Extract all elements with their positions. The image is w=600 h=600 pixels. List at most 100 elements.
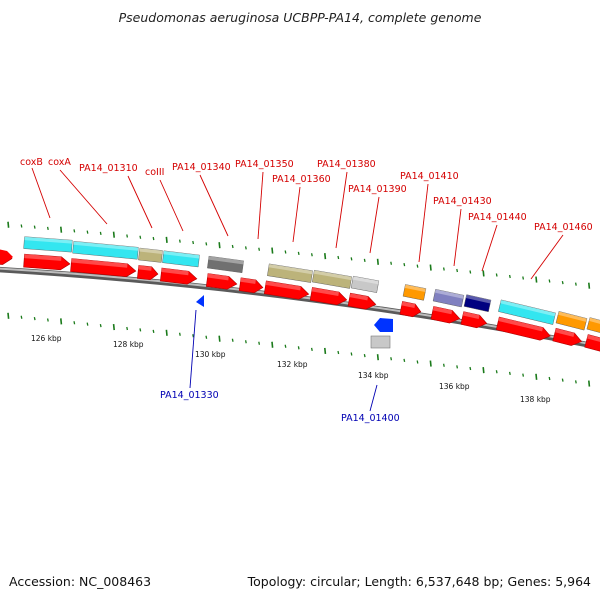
reverse-gene-arrow xyxy=(374,318,393,332)
outer-tick xyxy=(112,323,115,331)
reverse-gene-arrow xyxy=(196,295,204,307)
genome-title: Pseudomonas aeruginosa UCBPP-PA14, compl… xyxy=(118,10,482,25)
outer-tick xyxy=(46,318,49,322)
inner-tick xyxy=(350,257,353,261)
inner-tick xyxy=(522,276,525,280)
outer-tick xyxy=(574,380,577,384)
inner-tick xyxy=(60,226,63,233)
inner-tick xyxy=(192,240,195,245)
label-leader-line xyxy=(257,171,264,240)
forward-gene-arrow xyxy=(263,280,310,300)
outer-tick xyxy=(429,360,432,367)
outer-tick xyxy=(271,341,274,348)
outer-tick xyxy=(376,354,379,361)
outer-tick xyxy=(416,360,419,364)
inner-tick xyxy=(324,253,327,260)
navy-feature-bar xyxy=(463,294,492,313)
genome-summary-text: Topology: circular; Length: 6,537,648 bp… xyxy=(247,574,591,589)
label-leader-line xyxy=(59,169,108,225)
gene-features xyxy=(0,236,600,352)
scale-label: 134 kbp xyxy=(358,371,389,380)
gene-label: PA14_01330 xyxy=(160,390,219,401)
outer-tick xyxy=(548,376,551,381)
outer-tick xyxy=(284,344,287,348)
orange-feature-bar xyxy=(586,317,600,336)
outer-tick xyxy=(535,373,538,380)
inner-tick xyxy=(495,273,498,277)
inner-tick xyxy=(508,274,511,279)
outer-tick xyxy=(482,367,485,374)
outer-tick xyxy=(165,329,168,336)
label-leader-line xyxy=(127,175,153,229)
forward-gene-arrow xyxy=(495,316,551,341)
outer-tick xyxy=(60,318,63,325)
inner-tick xyxy=(363,258,366,262)
gene-label: PA14_01430 xyxy=(433,196,492,207)
inner-tick xyxy=(112,231,115,238)
outer-tick xyxy=(561,378,564,382)
cyan-feature-bar xyxy=(162,250,200,268)
outer-tick xyxy=(231,338,234,342)
inner-tick xyxy=(258,247,261,251)
gene-label: coxA xyxy=(48,157,71,168)
inner-tick xyxy=(482,270,485,277)
outer-tick xyxy=(99,323,102,328)
gene-label: coIII xyxy=(145,167,164,178)
forward-gene-arrow xyxy=(347,292,377,310)
outer-tick xyxy=(495,370,498,374)
outer-tick xyxy=(310,347,313,351)
outer-tick xyxy=(363,353,366,358)
inner-tick xyxy=(99,231,102,236)
inner-tick xyxy=(73,229,76,233)
inner-tick xyxy=(271,247,274,254)
inner-tick xyxy=(403,263,406,267)
scale-label: 132 kbp xyxy=(277,360,308,369)
scale-label: 138 kbp xyxy=(520,395,551,404)
outer-tick xyxy=(337,350,340,355)
gene-label: PA14_01410 xyxy=(400,171,459,182)
label-leader-line xyxy=(369,384,378,412)
outer-tick xyxy=(350,352,353,356)
cyan-feature-bar xyxy=(498,299,556,325)
outer-tick xyxy=(588,380,591,387)
gene-label: PA14_01400 xyxy=(341,413,400,424)
label-leader-line xyxy=(453,208,462,267)
label-leader-line xyxy=(481,224,498,272)
outer-tick xyxy=(469,366,472,371)
inner-tick xyxy=(152,236,155,241)
outer-tick xyxy=(456,365,459,369)
cyan-feature-bar xyxy=(72,240,139,260)
inner-tick xyxy=(46,226,49,231)
inner-tick xyxy=(297,251,300,255)
inner-tick xyxy=(20,224,23,228)
forward-gene-arrow xyxy=(238,277,264,294)
inner-tick xyxy=(178,239,181,243)
inner-tick xyxy=(126,234,129,238)
label-leader-line xyxy=(530,234,564,280)
forward-gene-arrow xyxy=(430,306,461,324)
outer-tick xyxy=(33,316,36,321)
outer-tick xyxy=(297,346,300,350)
label-leader-line xyxy=(335,171,348,249)
scale-label: 128 kbp xyxy=(113,340,144,349)
outer-tick xyxy=(508,371,511,376)
khaki-feature-bar xyxy=(138,247,163,263)
scale-label: 126 kbp xyxy=(31,334,62,343)
inner-tick xyxy=(535,276,538,283)
forward-gene-arrow xyxy=(137,265,159,281)
orange-feature-bar xyxy=(402,284,427,301)
inner-tick xyxy=(337,255,340,260)
cyan-feature-bar xyxy=(23,236,73,253)
outer-tick xyxy=(192,334,195,338)
inner-tick xyxy=(165,236,168,243)
inner-tick xyxy=(548,279,551,283)
gray-feature-bar xyxy=(207,255,244,273)
gene-label: coxB xyxy=(20,157,43,168)
orange-feature-bar xyxy=(555,311,588,331)
inner-tick xyxy=(561,280,564,285)
gene-label: PA14_01390 xyxy=(348,184,407,195)
forward-gene-arrow xyxy=(70,258,137,277)
inner-tick xyxy=(86,230,89,234)
